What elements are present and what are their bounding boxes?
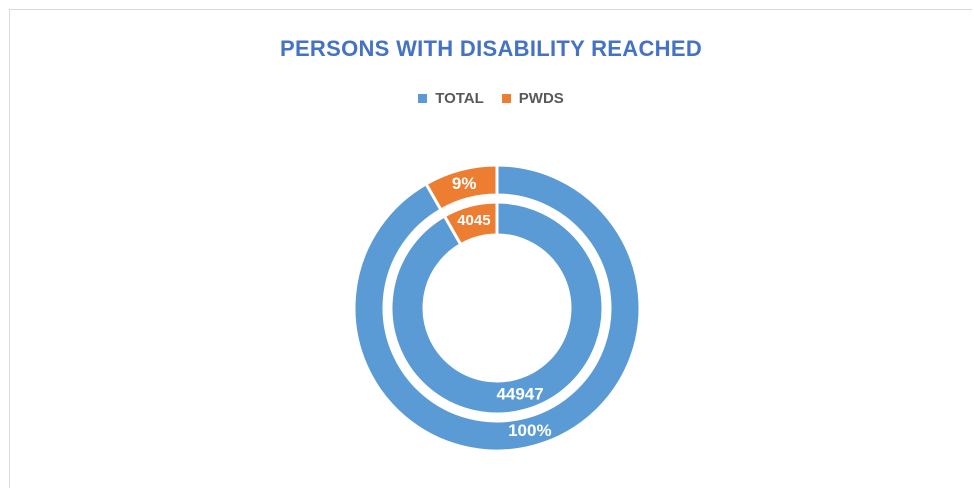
outer-slice-total (352, 163, 642, 453)
inner-slice-total (389, 200, 605, 416)
outer-ring (352, 163, 642, 453)
inner-ring (389, 200, 605, 416)
data-label-inner-total: 44947 (496, 384, 543, 403)
legend: TOTAL PWDS (10, 90, 972, 107)
legend-item-pwds: PWDS (501, 90, 564, 107)
legend-label-total: TOTAL (435, 90, 484, 107)
data-label-outer-pwds: 9% (452, 174, 477, 193)
data-labels: 44947 4045 100% 9% (452, 174, 552, 440)
legend-label-pwds: PWDS (518, 90, 564, 107)
outer-slice-pwds (424, 163, 499, 212)
data-label-inner-pwds: 4045 (457, 212, 490, 229)
legend-swatch-pwds (501, 94, 511, 103)
chart-title: PERSONS WITH DISABILITY REACHED (279, 36, 703, 61)
legend-swatch-total (418, 94, 428, 103)
inner-slice-pwds (442, 200, 499, 247)
data-label-outer-total: 100% (508, 421, 551, 440)
legend-item-total: TOTAL (418, 90, 484, 107)
